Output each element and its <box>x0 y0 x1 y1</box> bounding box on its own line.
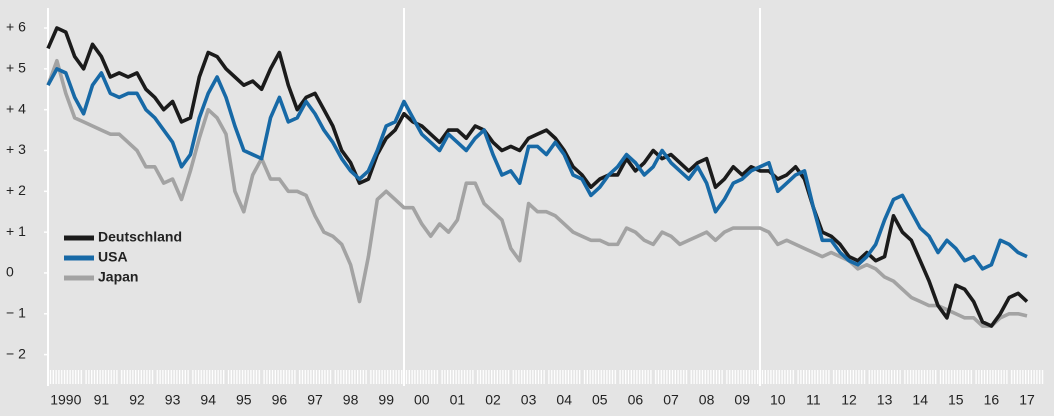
y-tick-label: + 6 <box>6 19 26 35</box>
x-tick-label: 05 <box>592 392 608 408</box>
x-tick-label: 07 <box>663 392 679 408</box>
x-tick-label: 00 <box>414 392 430 408</box>
y-tick-label: − 2 <box>6 345 26 361</box>
y-tick-label: 0 <box>6 264 14 280</box>
x-tick-label: 08 <box>699 392 715 408</box>
x-tick-label: 92 <box>129 392 145 408</box>
x-tick-label: 94 <box>200 392 216 408</box>
x-tick-label: 93 <box>165 392 181 408</box>
legend-label: Deutschland <box>98 229 182 245</box>
x-tick-label: 03 <box>521 392 537 408</box>
line-series <box>46 67 1028 271</box>
legend-label: Japan <box>98 269 138 285</box>
x-tick-label: 02 <box>485 392 501 408</box>
y-tick-label: + 5 <box>6 60 26 76</box>
x-tick-label: 09 <box>734 392 750 408</box>
line-series <box>46 58 1028 328</box>
x-tick-label: 11 <box>806 392 821 408</box>
x-tick-label: 01 <box>450 392 466 408</box>
x-tick-label: 04 <box>556 392 572 408</box>
x-tick-label: 97 <box>307 392 323 408</box>
x-tick-label: 1990 <box>50 392 81 408</box>
x-tick-label: 13 <box>877 392 893 408</box>
y-tick-label: + 1 <box>6 223 26 239</box>
x-tick-label: 17 <box>1019 392 1035 408</box>
x-tick-label: 16 <box>984 392 1000 408</box>
x-tick-label: 99 <box>378 392 394 408</box>
x-tick-label: 10 <box>770 392 786 408</box>
month-ticks <box>48 368 1045 386</box>
x-tick-label: 12 <box>841 392 857 408</box>
line-series <box>46 26 1029 328</box>
legend-label: USA <box>98 249 128 265</box>
x-tick-label: 06 <box>628 392 644 408</box>
y-tick-label: + 2 <box>6 182 26 198</box>
y-tick-label: + 3 <box>6 141 26 157</box>
x-tick-label: 96 <box>272 392 288 408</box>
x-tick-label: 14 <box>912 392 928 408</box>
x-tick-label: 98 <box>343 392 359 408</box>
x-tick-label: 15 <box>948 392 964 408</box>
y-tick-label: − 1 <box>6 304 26 320</box>
y-tick-label: + 4 <box>6 100 26 116</box>
x-tick-label: 95 <box>236 392 252 408</box>
x-tick-label: 91 <box>94 392 110 408</box>
